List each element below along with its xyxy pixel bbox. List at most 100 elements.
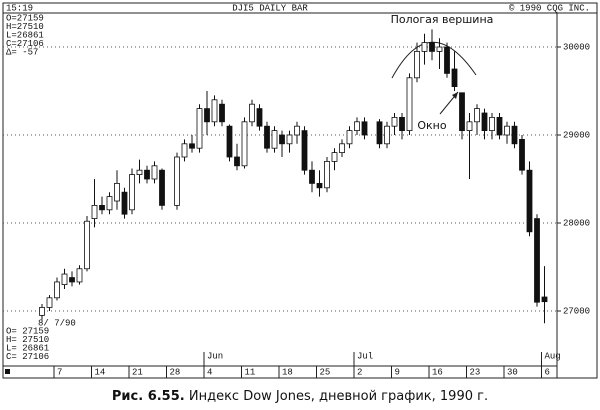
candle-body [61, 273, 68, 286]
x-tick-label: 21 [132, 367, 143, 377]
candle-body [301, 130, 308, 171]
candle-body [129, 174, 135, 211]
candle-body [264, 125, 270, 149]
x-tick-label: 4 [207, 367, 212, 377]
candle-body [519, 138, 525, 171]
candle-body [384, 125, 390, 145]
candle-body [99, 204, 105, 211]
candle-body [114, 182, 120, 202]
candle-body [429, 42, 435, 52]
info-line: H=27510 [6, 22, 44, 32]
candle-body [451, 68, 458, 88]
x-tick-label: 6 [545, 367, 550, 377]
candle-body [294, 125, 300, 136]
candle-body [256, 108, 263, 127]
candle-body [286, 134, 293, 145]
x-tick-label: 18 [282, 367, 293, 377]
candle-body [361, 121, 368, 136]
candle-body [159, 169, 165, 206]
candle-body [144, 169, 150, 180]
caption: Рис. 6.55. Индекс Dow Jones, дневной гра… [112, 389, 488, 404]
y-tick-label: 28000 [563, 218, 590, 228]
candle-body [271, 130, 278, 149]
candle-body [204, 108, 210, 123]
header-symbol: DJI5 DAILY BAR [232, 3, 308, 13]
x-tick-label: 9 [395, 367, 400, 377]
info-line: L=26861 [6, 30, 44, 40]
candle-body [91, 204, 98, 219]
candle-body [234, 156, 240, 167]
month-label: Jul [357, 351, 373, 361]
candle-body [526, 169, 533, 233]
candle-body [481, 112, 488, 132]
x-tick-label: 23 [470, 367, 481, 377]
candle-body [436, 46, 443, 52]
candle-body [84, 220, 90, 270]
x-tick-label: 7 [57, 367, 62, 377]
candle-body [466, 121, 473, 132]
annotation: Окно [417, 119, 446, 132]
candle-body [249, 103, 255, 123]
candle-body [444, 46, 450, 74]
candle-body [474, 108, 480, 123]
y-tick-label: 27000 [563, 306, 590, 316]
frame [2, 2, 598, 379]
candle-body [54, 281, 60, 299]
info-line: Δ= -57 [6, 47, 38, 57]
info-line: L= 26861 [6, 343, 49, 353]
candle-body [241, 121, 248, 167]
x-tick-label: 25 [320, 367, 331, 377]
candle-body [211, 99, 218, 123]
candle-body [324, 160, 330, 189]
candle-body [279, 134, 285, 145]
candle-body [376, 121, 383, 145]
y-tick-label: 29000 [563, 130, 590, 140]
header-copyright: © 1990 CQG INC. [509, 3, 590, 13]
x-tick-label: 28 [170, 367, 181, 377]
candle-body [421, 42, 428, 52]
candle-body [406, 77, 413, 132]
month-label: Aug [545, 351, 561, 361]
caption-text: Индекс Dow Jones, дневной график, 1990 г… [189, 389, 488, 404]
candle-body [189, 143, 195, 149]
info-line: C=27106 [6, 39, 44, 49]
info-line: O= 27159 [6, 326, 49, 336]
y-tick-label: 30000 [563, 42, 590, 52]
candle-body [226, 125, 233, 158]
info-line: H= 27510 [6, 335, 49, 345]
candle-body [181, 143, 188, 158]
month-label: Jun [207, 351, 223, 361]
candle-body [534, 218, 540, 303]
info-line: O=27159 [6, 13, 44, 23]
candle-body [331, 152, 338, 162]
arrow-head [452, 92, 458, 99]
x-tick-label: 16 [432, 367, 443, 377]
caption-number: Рис. 6.55. [112, 389, 185, 404]
x-tick-label: 14 [95, 367, 106, 377]
candle-body [309, 169, 315, 184]
candle-body [346, 130, 353, 145]
info-line: C= 27106 [6, 352, 49, 362]
candle-body [76, 268, 83, 283]
x-tick-label: 11 [245, 367, 256, 377]
x-tick-label: 2 [357, 367, 362, 377]
candle-body [541, 296, 548, 303]
start-label: 8/ 7/90 [38, 318, 76, 328]
candle-body [489, 117, 495, 132]
candle-body [414, 51, 420, 79]
candle-body [354, 121, 360, 132]
candle-body [151, 165, 158, 180]
candle-body [459, 92, 465, 132]
candle-body [504, 125, 510, 136]
candle-body [219, 103, 225, 123]
candle-body [69, 277, 75, 283]
candle-body [339, 143, 345, 154]
candle-body [496, 117, 503, 136]
header-time: 15:19 [6, 3, 33, 13]
candle-body [106, 196, 113, 211]
candle-body [39, 307, 45, 316]
candle-body [196, 108, 203, 149]
candle-body [511, 125, 518, 145]
